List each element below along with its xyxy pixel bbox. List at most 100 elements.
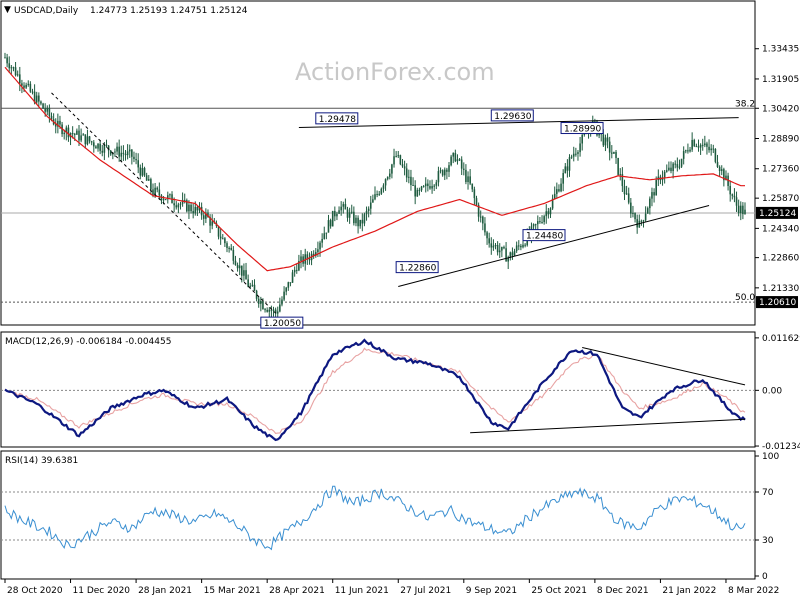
candle-body [562,173,564,184]
candle-body [291,272,294,283]
candle-body [302,256,304,264]
candle-body [31,91,34,93]
candle-body [29,83,32,92]
candle-body [701,144,704,146]
candle-body [655,180,657,196]
candle-body [365,210,368,215]
candle-body [243,270,245,276]
candle-body [211,221,213,226]
candle-body [418,189,421,191]
candle-body [221,238,224,240]
candle-body [524,244,526,246]
candle-body [167,195,169,200]
candle-body [441,170,444,176]
candle-body [264,309,266,311]
candle-body [539,221,541,223]
candle-body [289,282,292,284]
candle-body [327,220,330,233]
candle-body [723,169,725,181]
candle-body [205,212,207,219]
price-y-tick-label: 1.31905 [762,75,799,85]
candle-body [169,194,171,196]
price-annotation-box [395,261,439,274]
candle-body [545,211,548,217]
fib-50-price-tag [756,296,798,309]
price-annotation-label: 1.22860 [399,264,436,274]
candle-body [57,120,59,127]
candle-body [397,155,400,157]
candle-body [82,134,85,136]
candle-body [202,215,205,219]
x-tick-label: 28 Oct 2020 [7,586,63,596]
candle-body [549,208,552,215]
candle-body [372,199,374,203]
candle-body [281,299,283,305]
candle-body [323,233,326,239]
candle-body [198,206,201,211]
candle-body [619,174,622,176]
candle-body [183,199,186,201]
candle-body [133,156,135,159]
candle-body [484,223,486,233]
candle-body [50,115,53,120]
candle-body [551,198,554,209]
candle-body [42,103,44,109]
price-panel[interactable] [0,0,756,326]
price-annotation-box [490,109,534,122]
candle-body [386,176,389,180]
x-tick-label: 28 Jan 2021 [138,586,192,596]
menu-arrow-icon[interactable]: ▼ [4,5,11,15]
candle-body [135,158,137,161]
candle-body [194,206,197,214]
price-annotation-label: 1.20050 [264,319,301,329]
candle-body [262,301,264,310]
fib-50-price-label: 1.20610 [759,298,796,308]
candle-body [634,212,636,220]
candle-body [598,133,600,136]
candle-body [234,260,237,265]
candle-body [315,252,317,256]
candle-body [156,187,159,190]
candle-body [744,209,746,215]
macd-panel[interactable] [0,331,756,448]
x-tick-label: 27 Jul 2021 [400,586,451,596]
candle-body [48,107,51,116]
candle-body [636,219,638,228]
x-tick-label: 25 Oct 2021 [531,586,587,596]
macd-trendline [582,346,746,386]
candle-body [293,269,296,273]
rsi-y-tick-label: 0 [762,572,768,582]
candle-body [10,67,13,69]
candle-body [604,137,607,146]
candle-body [460,159,463,169]
candle-body [107,145,110,151]
candle-body [255,290,258,299]
candle-body [35,95,38,103]
price-annotation-label: 1.29630 [494,112,531,122]
candle-body [342,204,345,207]
symbol-timeframe: USDCAD,Daily [14,6,79,16]
price-y-tick-label: 1.25870 [762,194,799,204]
candle-body [80,135,82,141]
candle-body [317,249,319,253]
candle-body [224,238,226,244]
candle-body [285,287,287,292]
rsi-panel[interactable] [0,450,756,580]
candle-body [399,155,402,165]
candle-body [733,195,736,198]
candle-body [181,199,184,204]
candle-body [350,211,353,213]
price-annotation-box [260,316,304,329]
price-y-tick-label: 1.24340 [762,224,799,234]
x-tick-label: 8 Dec 2021 [597,586,649,596]
candle-body [672,163,674,172]
candle-body [329,220,332,227]
candle-body [450,156,452,166]
macd-title: MACD(12,26,9) -0.006184 -0.004455 [5,337,171,347]
x-tick-label: 21 Jan 2022 [662,586,716,596]
candle-body [393,156,395,165]
candle-body [564,166,567,174]
macd-y-tick-label: -0.012348 [762,442,800,452]
candle-body [33,91,36,103]
